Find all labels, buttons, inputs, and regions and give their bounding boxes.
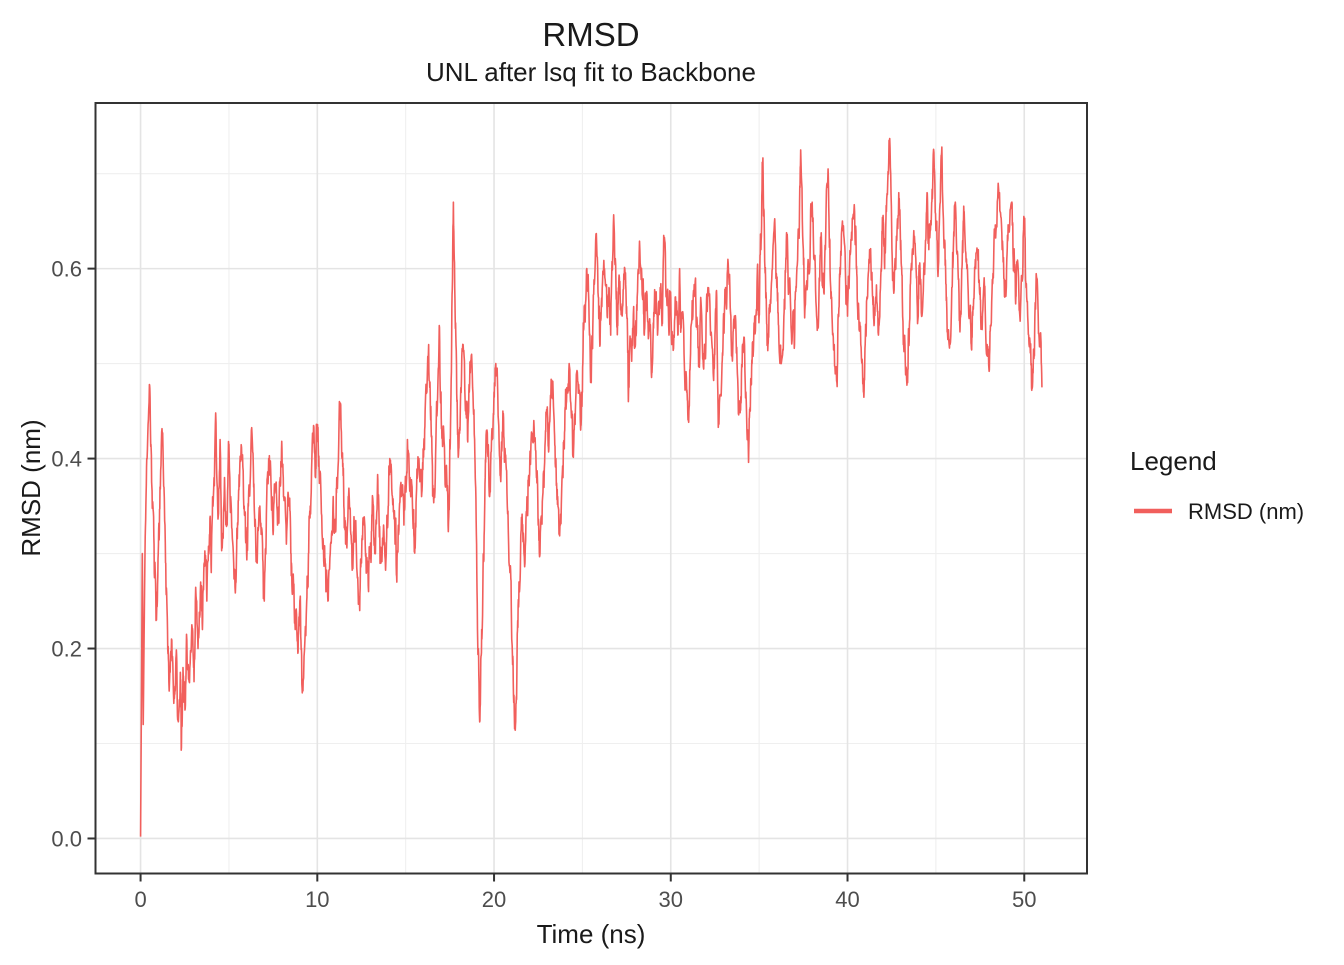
minor-gridlines [95, 103, 1087, 874]
panel-border [94, 102, 1088, 875]
panel-background [95, 103, 1087, 874]
x-tick-label: 40 [835, 887, 859, 912]
rmsd-series-line [139, 137, 1043, 837]
x-tick-labels: 0 10 20 30 40 50 [134, 887, 1036, 912]
legend: Legend RMSD (nm) [1130, 446, 1304, 524]
chart-title: RMSD [542, 16, 639, 53]
y-tick-label: 0.0 [51, 826, 82, 851]
x-tick-label: 10 [305, 887, 329, 912]
y-tick-label: 0.4 [51, 447, 82, 472]
y-axis-title: RMSD (nm) [16, 419, 46, 556]
major-gridlines [95, 103, 1087, 874]
chart-subtitle: UNL after lsq fit to Backbone [426, 57, 756, 87]
x-tick-label: 30 [659, 887, 683, 912]
x-tick-label: 0 [134, 887, 146, 912]
y-tick-labels: 0.0 0.2 0.4 0.6 [51, 257, 82, 852]
legend-entry-label: RMSD (nm) [1188, 499, 1304, 524]
y-tick-label: 0.6 [51, 257, 82, 282]
x-axis-title: Time (ns) [537, 919, 646, 949]
plot-panel: 0 10 20 30 40 50 0.0 0.2 0.4 0.6 [51, 102, 1088, 912]
x-tick-label: 50 [1012, 887, 1036, 912]
legend-title: Legend [1130, 446, 1217, 476]
y-tick-label: 0.2 [51, 637, 82, 662]
axis-ticks [87, 267, 1026, 882]
x-tick-label: 20 [482, 887, 506, 912]
